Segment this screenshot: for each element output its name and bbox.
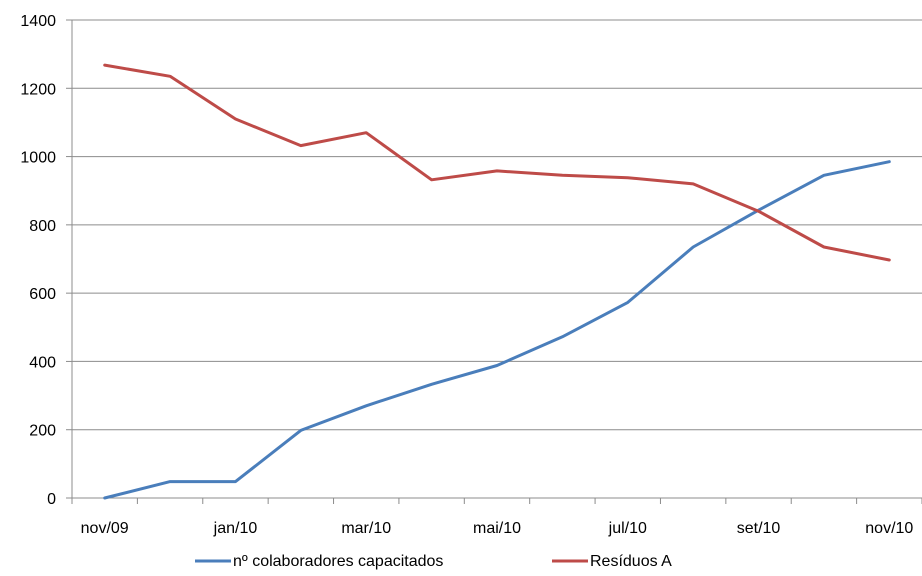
data-point	[496, 169, 499, 172]
data-point	[888, 160, 891, 163]
x-tick-label: mai/10	[473, 520, 521, 537]
data-point	[822, 174, 825, 177]
y-tick-label: 600	[29, 286, 56, 303]
data-point	[103, 64, 106, 67]
data-point	[692, 182, 695, 185]
x-tick-label: jan/10	[213, 520, 258, 537]
data-point	[626, 176, 629, 179]
x-tick-label: mar/10	[341, 520, 391, 537]
data-point	[234, 118, 237, 121]
data-point	[430, 383, 433, 386]
series-lines	[103, 63, 891, 500]
data-point	[888, 259, 891, 262]
x-tick-label: nov/10	[865, 520, 913, 537]
x-tick-label: jul/10	[608, 520, 647, 537]
y-tick-label: 200	[29, 423, 56, 440]
gridlines	[72, 19, 922, 431]
data-point	[365, 404, 368, 407]
y-tick-label: 400	[29, 354, 56, 371]
y-tick-label: 0	[47, 491, 56, 508]
legend: nº colaboradores capacitados Resíduos A	[195, 553, 672, 570]
data-point	[169, 75, 172, 78]
data-point	[430, 178, 433, 181]
x-tick-label: nov/09	[81, 520, 129, 537]
legend-label: Resíduos A	[590, 553, 672, 570]
data-point	[496, 364, 499, 367]
data-point	[103, 497, 106, 500]
data-point	[692, 246, 695, 249]
x-tick-label: set/10	[737, 520, 781, 537]
data-point	[626, 301, 629, 304]
y-axis-tick-labels: 0 200 400 600 800 1000 1200 1400	[20, 13, 56, 508]
data-point	[561, 335, 564, 338]
y-tick-label: 1000	[20, 150, 56, 167]
legend-label: nº colaboradores capacitados	[233, 553, 443, 570]
data-point	[757, 210, 760, 213]
data-point	[365, 131, 368, 134]
data-point	[169, 480, 172, 483]
series-line-0	[103, 160, 891, 500]
data-point	[299, 144, 302, 147]
data-point	[561, 174, 564, 177]
series-line-1	[103, 63, 891, 262]
data-point	[822, 246, 825, 249]
axes	[66, 19, 922, 504]
y-tick-label: 1400	[20, 13, 56, 30]
data-point	[234, 480, 237, 483]
y-tick-label: 800	[29, 218, 56, 235]
y-tick-label: 1200	[20, 81, 56, 98]
x-axis-tick-labels: nov/09 jan/10 mar/10 mai/10 jul/10 set/10 nov/…	[81, 520, 914, 537]
data-point	[299, 429, 302, 432]
